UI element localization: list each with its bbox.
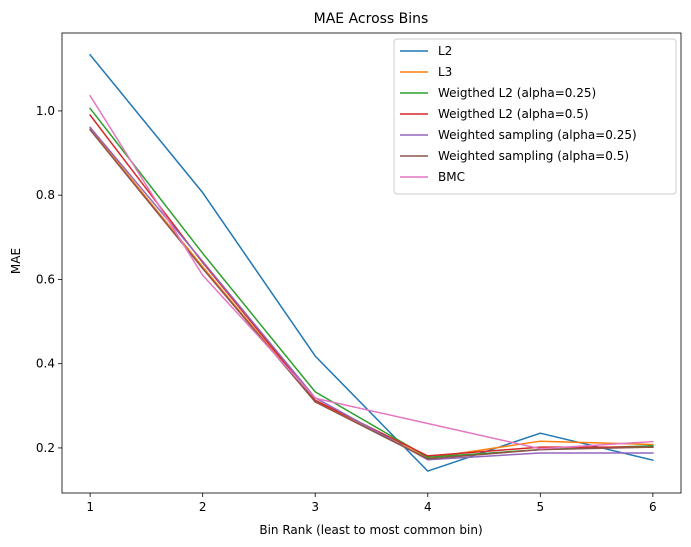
legend-label-3: Weigthed L2 (alpha=0.5) xyxy=(438,107,589,121)
x-tick-label: 2 xyxy=(199,500,207,514)
legend-label-2: Weigthed L2 (alpha=0.25) xyxy=(438,86,596,100)
y-axis-label: MAE xyxy=(9,248,23,274)
y-tick-label: 0.8 xyxy=(36,188,55,202)
plot-area: 1 2 3 4 5 6 0.2 0.4 0.6 0.8 1.0 xyxy=(36,32,682,514)
chart-title: MAE Across Bins xyxy=(314,11,429,27)
series-line-6 xyxy=(89,94,654,450)
y-tick-label: 0.2 xyxy=(36,441,55,455)
legend-label-5: Weighted sampling (alpha=0.5) xyxy=(438,149,629,163)
series-line-0 xyxy=(89,53,654,472)
y-tick-label: 1.0 xyxy=(36,104,55,118)
y-tick-label: 0.6 xyxy=(36,272,55,286)
legend: L2 L3 Weigthed L2 (alpha=0.25) Weigthed L2 … xyxy=(393,38,677,195)
y-tick-label: 0.4 xyxy=(36,357,55,371)
legend-label-0: L2 xyxy=(438,44,452,58)
legend-label-6: BMC xyxy=(438,170,465,184)
x-tick-label: 3 xyxy=(311,500,319,514)
legend-label-4: Weighted sampling (alpha=0.25) xyxy=(438,128,637,142)
x-tick-label: 1 xyxy=(86,500,94,514)
x-tick-label: 6 xyxy=(649,500,657,514)
series-line-4 xyxy=(89,126,654,461)
legend-box xyxy=(393,38,677,195)
legend-label-1: L3 xyxy=(438,65,452,79)
x-tick-label: 4 xyxy=(424,500,432,514)
x-tick-label: 5 xyxy=(536,500,544,514)
x-axis-label: Bin Rank (least to most common bin) xyxy=(259,523,482,537)
axes-frame xyxy=(61,32,682,494)
